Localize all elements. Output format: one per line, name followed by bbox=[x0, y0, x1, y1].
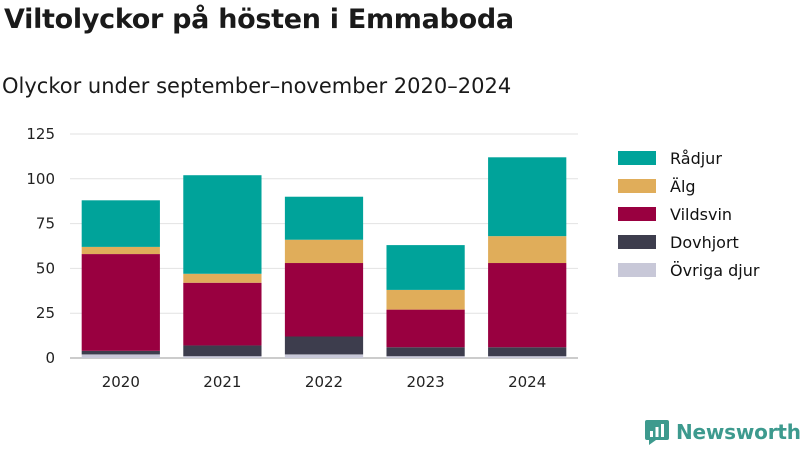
bar-segment-övriga-djur-2023 bbox=[386, 356, 465, 358]
bar-segment-rådjur-2020 bbox=[81, 200, 160, 247]
bar-segment-övriga-djur-2021 bbox=[183, 356, 262, 358]
branding: Newsworthy bbox=[644, 418, 800, 446]
y-tick-label: 125 bbox=[26, 125, 55, 143]
legend-swatch-vildsvin bbox=[618, 207, 656, 221]
bar-stack-2022 bbox=[284, 196, 364, 358]
y-tick-label: 25 bbox=[36, 304, 55, 322]
x-tick-label: 2023 bbox=[407, 373, 445, 391]
bar-stack-2023 bbox=[386, 245, 465, 358]
bar-segment-vildsvin-2023 bbox=[386, 309, 465, 348]
bar-stack-2024 bbox=[488, 157, 567, 358]
bar-segment-rådjur-2024 bbox=[488, 157, 567, 237]
brand-name: Newsworthy bbox=[676, 420, 800, 444]
x-tick-label: 2024 bbox=[508, 373, 546, 391]
legend: Rådjur Älg Vildsvin Dovhjort Övriga djur bbox=[618, 149, 760, 280]
bar-segment-övriga-djur-2022 bbox=[284, 354, 364, 358]
bar-segment-vildsvin-2022 bbox=[284, 263, 364, 337]
bar-segment-dovhjort-2021 bbox=[183, 345, 262, 357]
bar-segment-övriga-djur-2020 bbox=[81, 354, 160, 358]
bar-segment-rådjur-2023 bbox=[386, 245, 465, 290]
y-tick-label: 75 bbox=[36, 215, 55, 233]
chart-title: Viltolyckor på hösten i Emmaboda bbox=[4, 4, 514, 35]
bar-stack-2021 bbox=[183, 175, 262, 358]
bar-segment-vildsvin-2024 bbox=[488, 263, 567, 348]
x-tick-label: 2020 bbox=[102, 373, 140, 391]
legend-label-övriga-djur: Övriga djur bbox=[670, 261, 760, 280]
y-tick-label: 50 bbox=[36, 259, 55, 277]
y-axis: 0 25 50 75 100 125 bbox=[26, 125, 55, 367]
legend-swatch-älg bbox=[618, 179, 656, 193]
bar-segment-älg-2022 bbox=[284, 239, 364, 264]
chart-subtitle: Olyckor under september–november 2020–20… bbox=[2, 74, 512, 98]
legend-label-vildsvin: Vildsvin bbox=[670, 205, 732, 224]
legend-swatch-rådjur bbox=[618, 151, 656, 165]
newsworthy-logo-icon bbox=[645, 420, 669, 445]
x-tick-label: 2021 bbox=[203, 373, 241, 391]
bars bbox=[81, 157, 567, 358]
legend-label-älg: Älg bbox=[670, 177, 696, 196]
bar-segment-dovhjort-2023 bbox=[386, 347, 465, 357]
bar-segment-älg-2021 bbox=[183, 273, 262, 283]
bar-segment-dovhjort-2022 bbox=[284, 336, 364, 355]
legend-label-rådjur: Rådjur bbox=[670, 149, 722, 168]
bar-segment-dovhjort-2020 bbox=[81, 350, 160, 355]
bar-segment-vildsvin-2021 bbox=[183, 282, 262, 346]
bar-segment-älg-2024 bbox=[488, 236, 567, 264]
x-axis: 2020 2021 2022 2023 2024 bbox=[102, 373, 547, 391]
y-tick-label: 100 bbox=[26, 170, 55, 188]
bar-segment-älg-2023 bbox=[386, 289, 465, 310]
legend-label-dovhjort: Dovhjort bbox=[670, 233, 739, 252]
bar-segment-dovhjort-2024 bbox=[488, 347, 567, 357]
bar-stack-2020 bbox=[81, 200, 160, 358]
bar-segment-rådjur-2021 bbox=[183, 175, 262, 274]
y-tick-label: 0 bbox=[45, 349, 55, 367]
bar-segment-rådjur-2022 bbox=[284, 196, 364, 240]
bar-segment-övriga-djur-2024 bbox=[488, 356, 567, 358]
bar-segment-vildsvin-2020 bbox=[81, 254, 160, 351]
legend-swatch-övriga-djur bbox=[618, 263, 656, 277]
legend-swatch-dovhjort bbox=[618, 235, 656, 249]
x-tick-label: 2022 bbox=[305, 373, 343, 391]
bar-segment-älg-2020 bbox=[81, 246, 160, 255]
